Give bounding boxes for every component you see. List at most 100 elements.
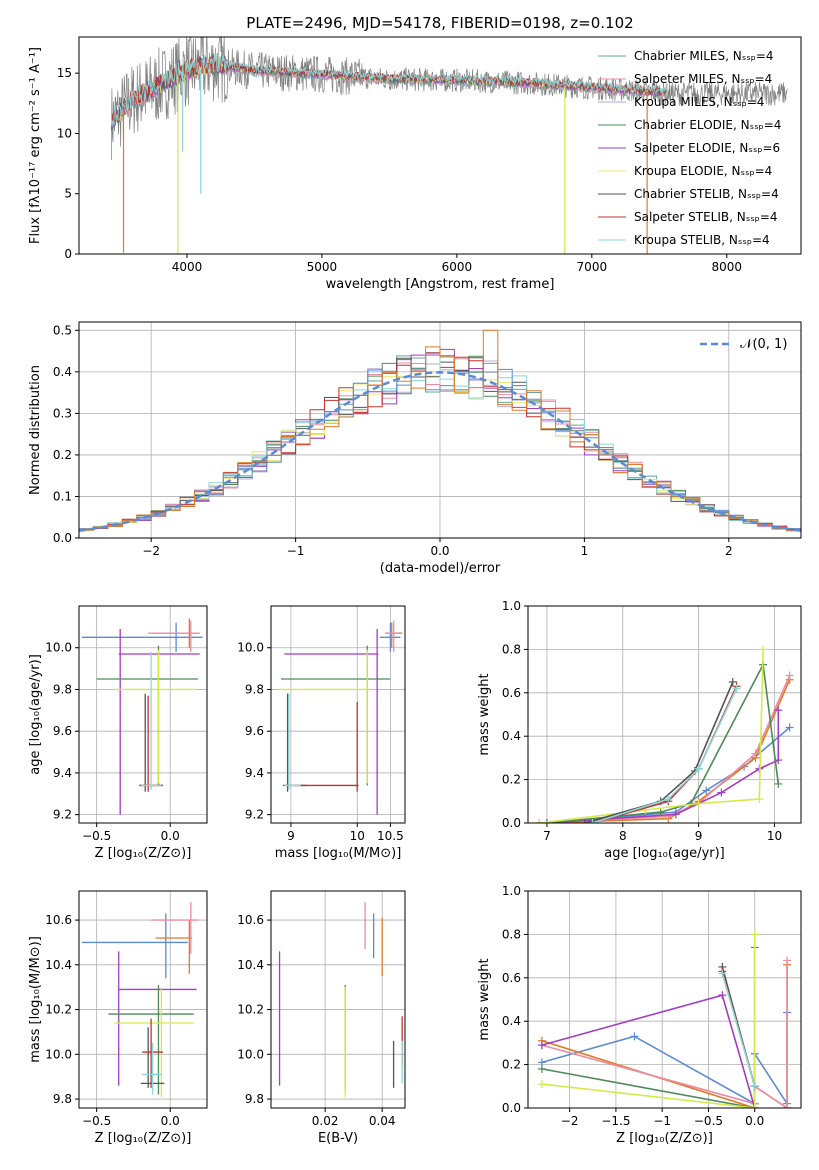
weight_vs_age-series-line xyxy=(592,688,738,823)
residuals-xtick-label: −1 xyxy=(287,544,305,558)
mass_vs_ebv-plot-area xyxy=(278,902,403,1097)
residuals-ytick-label: 0.5 xyxy=(53,323,72,337)
weight_vs_age-marker xyxy=(751,749,760,758)
weight_vs_age-marker xyxy=(774,706,783,715)
weight_vs_age-marker xyxy=(694,799,703,808)
mass_vs_Z-xlabel: Z [log₁₀(Z/Z⊙)] xyxy=(95,1131,192,1146)
weight_vs_Z-marker xyxy=(630,1032,639,1041)
residuals-xtick-label: 1 xyxy=(581,544,589,558)
weight_vs_age-series-line xyxy=(546,726,791,823)
spectrum-ytick-label: 15 xyxy=(57,66,72,80)
residuals-plot-area xyxy=(79,329,801,532)
spectrum-xtick-label: 7000 xyxy=(577,260,608,274)
weight_vs_Z-series-line xyxy=(721,973,756,1087)
spectrum-legend-label: Kroupa MILES, Nₛₛₚ=4 xyxy=(634,95,764,109)
weight_vs_Z-marker xyxy=(783,1104,792,1108)
weight_vs_Z-ylabel: mass weight xyxy=(477,958,492,1040)
weight_vs_age-xtick-label: 9 xyxy=(695,829,703,843)
residuals-xtick-label: 2 xyxy=(725,544,733,558)
weight_vs_Z-marker xyxy=(718,991,727,1000)
weight_vs_age-plot-area xyxy=(535,645,794,823)
mass_vs_Z-ytick-label: 10.2 xyxy=(45,1003,72,1017)
weight_vs_Z-marker xyxy=(537,1041,546,1050)
mass_vs_Z-ytick-label: 9.8 xyxy=(53,1092,72,1106)
weight_vs_Z-xtick-label: −1 xyxy=(653,1114,671,1128)
weight_vs_Z-marker xyxy=(750,930,759,939)
weight_vs_age-xtick-label: 8 xyxy=(619,829,627,843)
age_vs_mass-ytick-label: 9.6 xyxy=(245,724,264,738)
weight_vs_age-marker xyxy=(664,812,673,821)
weight_vs_Z-plot-area xyxy=(537,930,792,1108)
age_vs_mass-ytick-label: 10.0 xyxy=(237,641,264,655)
mass_vs_Z-ytick-label: 10.4 xyxy=(45,958,72,972)
residuals-xlabel: (data-model)/error xyxy=(380,561,501,576)
residuals-ytick-label: 0.3 xyxy=(53,406,72,420)
weight_vs_age-xlabel: age [log₁₀(age/yr)] xyxy=(604,846,725,861)
age_vs_mass-frame xyxy=(270,605,406,824)
weight_vs_age-marker xyxy=(759,645,768,654)
weight_vs_age-ytick-label: 0.4 xyxy=(502,729,521,743)
weight_vs_age-xtick-label: 10 xyxy=(767,829,782,843)
weight_vs_Z-ytick-label: 1.0 xyxy=(502,884,521,898)
mass_vs_ebv-ytick-label: 10.0 xyxy=(237,1047,264,1061)
mass_vs_Z-plot-area xyxy=(81,902,199,1097)
residuals-xtick-label: −2 xyxy=(142,544,160,558)
weight_vs_age-marker xyxy=(588,819,597,823)
residuals-ytick-label: 0.0 xyxy=(53,531,72,545)
age_vs_Z-ytick-label: 9.6 xyxy=(53,724,72,738)
spectrum-xtick-label: 5000 xyxy=(307,260,338,274)
mass_vs_Z-frame xyxy=(78,890,208,1109)
residuals-xtick-label: 0.0 xyxy=(430,544,449,558)
spectrum-plot-area xyxy=(110,37,788,254)
weight_vs_age-marker xyxy=(694,764,703,773)
mass_vs_ebv-ytick-label: 9.8 xyxy=(245,1092,264,1106)
weight_vs_Z-marker xyxy=(783,956,792,965)
weight_vs_Z-xtick-label: 0.0 xyxy=(745,1114,764,1128)
residuals-ytick-label: 0.4 xyxy=(53,365,72,379)
weight_vs_Z-ytick-label: 0.0 xyxy=(502,1101,521,1115)
weight_vs_Z-xtick-label: −2 xyxy=(561,1114,579,1128)
age_vs_mass-xtick-label: 10 xyxy=(350,829,365,843)
spectrum-legend-label: Salpeter MILES, Nₛₛₚ=4 xyxy=(634,72,772,86)
mass_vs_Z-ytick-label: 10.6 xyxy=(45,913,72,927)
normal-legend-label: 𝒩(0, 1) xyxy=(740,337,787,352)
age_vs_Z-ytick-label: 10.0 xyxy=(45,641,72,655)
weight_vs_age-ytick-label: 0.8 xyxy=(502,642,521,656)
weight_vs_Z-ytick-label: 0.2 xyxy=(502,1058,521,1072)
weight_vs_Z-marker xyxy=(750,1104,759,1108)
spectrum-data-line xyxy=(111,37,788,161)
spectrum-ytick-label: 5 xyxy=(64,187,72,201)
mass_vs_Z-ytick-label: 10.0 xyxy=(45,1047,72,1061)
residuals-ytick-label: 0.1 xyxy=(53,489,72,503)
weight_vs_Z-ytick-label: 0.8 xyxy=(502,927,521,941)
weight_vs_Z-marker xyxy=(750,1082,759,1091)
age_vs_Z-xtick-label: −0.5 xyxy=(82,829,111,843)
weight_vs_age-ytick-label: 1.0 xyxy=(502,599,521,613)
normal-curve xyxy=(79,371,801,532)
spectrum-legend-label: Kroupa STELIB, Nₛₛₚ=4 xyxy=(634,233,770,247)
weight_vs_age-ylabel: mass weight xyxy=(477,673,492,755)
age_vs_Z-ytick-label: 9.8 xyxy=(53,682,72,696)
weight_vs_Z-marker xyxy=(537,1080,546,1089)
weight_vs_Z-xtick-label: −0.5 xyxy=(694,1114,723,1128)
weight_vs_Z-marker xyxy=(718,969,727,978)
spectrum-legend-label: Chabrier MILES, Nₛₛₚ=4 xyxy=(634,49,774,63)
weight_vs_Z-frame xyxy=(527,890,802,1109)
figure-title: PLATE=2496, MJD=54178, FIBERID=0198, z=0… xyxy=(246,14,633,32)
weight_vs_Z-series-line xyxy=(541,964,788,1108)
age_vs_mass-ytick-label: 9.8 xyxy=(245,682,264,696)
age_vs_mass-xlabel: mass [log₁₀(M/M⊙)] xyxy=(275,846,402,861)
spectrum-xtick-label: 8000 xyxy=(712,260,743,274)
spectrum-legend-label: Kroupa ELODIE, Nₛₛₚ=4 xyxy=(634,164,772,178)
weight_vs_age-frame xyxy=(527,605,802,824)
age_vs_Z-ylabel: age [log₁₀(age/yr)] xyxy=(28,654,43,775)
mass_vs_ebv-ytick-label: 10.2 xyxy=(237,1003,264,1017)
mass_vs_ebv-xtick-label: 0.04 xyxy=(369,1114,396,1128)
weight_vs_age-marker xyxy=(732,684,741,693)
mass_vs_ebv-xtick-label: 0.02 xyxy=(312,1114,339,1128)
weight_vs_age-marker xyxy=(717,788,726,797)
age_vs_Z-ytick-label: 9.4 xyxy=(53,766,72,780)
mass_vs_Z-xtick-label: −0.5 xyxy=(82,1114,111,1128)
mass_vs_ebv-ytick-label: 10.6 xyxy=(237,913,264,927)
mass_vs_ebv-frame xyxy=(270,890,406,1109)
